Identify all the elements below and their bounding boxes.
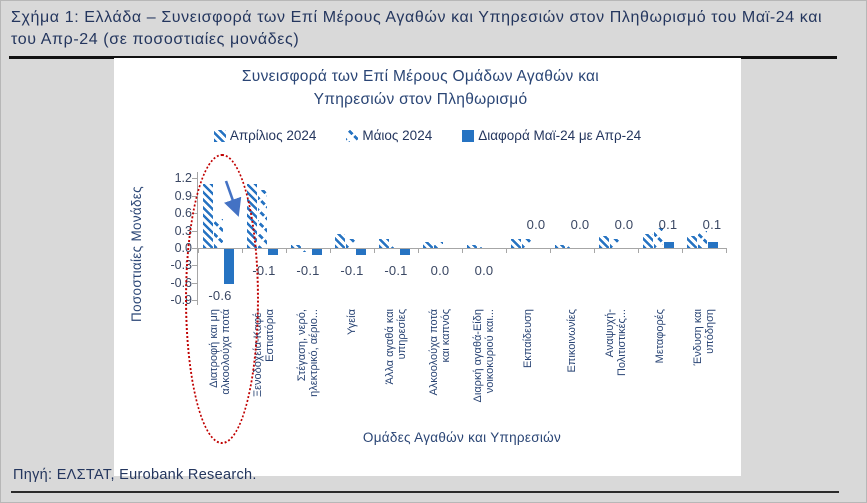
- diff-data-label: -0.1: [384, 263, 408, 278]
- legend-marker-may-hatch-icon: [346, 129, 359, 142]
- chart-panel: Συνεισφορά των Επί Μέρους Ομάδων Αγαθών …: [114, 58, 741, 476]
- diff-data-label: 0.1: [658, 217, 678, 232]
- bar-april: [335, 233, 345, 248]
- bar-may: [257, 190, 267, 248]
- legend-item-may-2024: Μάιος 2024: [346, 128, 432, 143]
- bar-april: [599, 236, 609, 248]
- decline-arrow-icon: [224, 180, 242, 217]
- y-tick-label: 0.3: [174, 223, 192, 238]
- bar-may: [345, 239, 355, 248]
- x-category-label-text: Μεταφορές: [653, 309, 666, 364]
- legend-label-diff: Διαφορά Μαϊ-24 με Απρ-24: [478, 128, 642, 143]
- bar-may: [433, 242, 443, 248]
- x-tick-mark: [286, 248, 287, 253]
- bar-april: [643, 233, 653, 248]
- x-axis-title: Ομάδες Αγαθών και Υπηρεσιών: [362, 430, 562, 445]
- x-category-label-text: Εκπαίδευση: [521, 309, 534, 369]
- legend-item-diff: Διαφορά Μαϊ-24 με Απρ-24: [462, 128, 641, 143]
- bar-may: [697, 230, 707, 248]
- figure-caption: Σχήμα 1: Ελλάδα – Συνεισφορά των Επί Μέρ…: [11, 9, 823, 48]
- bar-may: [565, 245, 575, 248]
- bar-may: [609, 239, 619, 248]
- y-tick-label: 0.6: [174, 206, 192, 221]
- x-category-label-text: Υγεία: [345, 309, 358, 336]
- x-category-label-text: Αλκοολούχα ποτά και καπνός: [427, 309, 453, 396]
- x-category-label-text: Διαρκή αγαθά-Είδη νοικοκυριού και...: [471, 309, 497, 403]
- x-tick-mark: [418, 248, 419, 253]
- bar-diff: [268, 249, 278, 255]
- bar-april: [511, 239, 521, 248]
- x-category-label-text: Αναψυχή-Πολιτιστικές...: [603, 309, 629, 377]
- bar-diff: [356, 249, 366, 255]
- x-tick-mark: [374, 248, 375, 253]
- x-tick-mark: [638, 248, 639, 253]
- diff-data-label: 0.1: [702, 217, 722, 232]
- bar-diff: [708, 242, 718, 248]
- diff-data-label: 0.0: [430, 263, 450, 278]
- legend-label-april-2024: Απρίλιος 2024: [229, 128, 317, 143]
- x-tick-mark: [330, 248, 331, 253]
- bar-april: [687, 236, 697, 248]
- x-tick-mark: [462, 248, 463, 253]
- bar-april: [379, 239, 389, 248]
- legend-label-may-2024: Μάιος 2024: [362, 128, 433, 143]
- x-tick-mark: [506, 248, 507, 253]
- bar-diff: [312, 249, 322, 255]
- bar-diff: [400, 249, 410, 255]
- diff-data-label: 0.0: [474, 263, 494, 278]
- bar-may: [521, 239, 531, 248]
- diff-data-label: 0.0: [614, 217, 634, 232]
- diff-data-label: -0.1: [340, 263, 364, 278]
- diff-data-label: 0.0: [526, 217, 546, 232]
- legend-item-april-2024: Απρίλιος 2024: [213, 128, 317, 143]
- y-tick-label: 1.2: [174, 171, 192, 186]
- x-tick-mark: [594, 248, 595, 253]
- x-category-label-text: Άλλα αγαθά και υπηρεσίες: [383, 309, 409, 385]
- bar-april: [291, 245, 301, 248]
- bar-april: [423, 242, 433, 248]
- bar-may: [477, 246, 487, 248]
- caption-divider-rule: [9, 56, 837, 59]
- bar-may: [301, 249, 311, 252]
- legend-marker-april-hatch-icon: [213, 129, 226, 142]
- x-category-label-text: Επικοινωνίες: [565, 309, 578, 373]
- bottom-rule: [11, 491, 839, 493]
- y-tick-label: 0.9: [174, 188, 192, 203]
- highlight-ellipse-annotation: [185, 154, 259, 444]
- chart-legend: Απρίλιος 2024 Μάιος 2024 Διαφορά Μαϊ-24 …: [114, 128, 741, 143]
- legend-marker-diff-solid-icon: [462, 129, 475, 142]
- bar-april: [467, 245, 477, 248]
- bar-may: [653, 227, 663, 248]
- x-tick-mark: [550, 248, 551, 253]
- diff-data-label: 0.0: [570, 217, 590, 232]
- bar-diff: [664, 242, 674, 248]
- source-note: Πηγή: ΕΛΣΤΑΤ, Eurobank Research.: [13, 467, 257, 483]
- bar-april: [555, 245, 565, 248]
- bar-may: [389, 245, 399, 248]
- x-category-label-text: Στέγαση, νερό, ηλεκτρικό, αέριο...: [295, 309, 321, 397]
- y-tick-mark: [192, 195, 197, 197]
- x-tick-mark: [726, 248, 727, 253]
- diff-data-label: -0.1: [296, 263, 320, 278]
- chart-title: Συνεισφορά των Επί Μέρους Ομάδων Αγαθών …: [241, 68, 600, 108]
- x-category-label-text: Ένδυση και υπόδηση: [691, 309, 717, 366]
- y-tick-mark: [192, 178, 197, 180]
- x-tick-mark: [682, 248, 683, 253]
